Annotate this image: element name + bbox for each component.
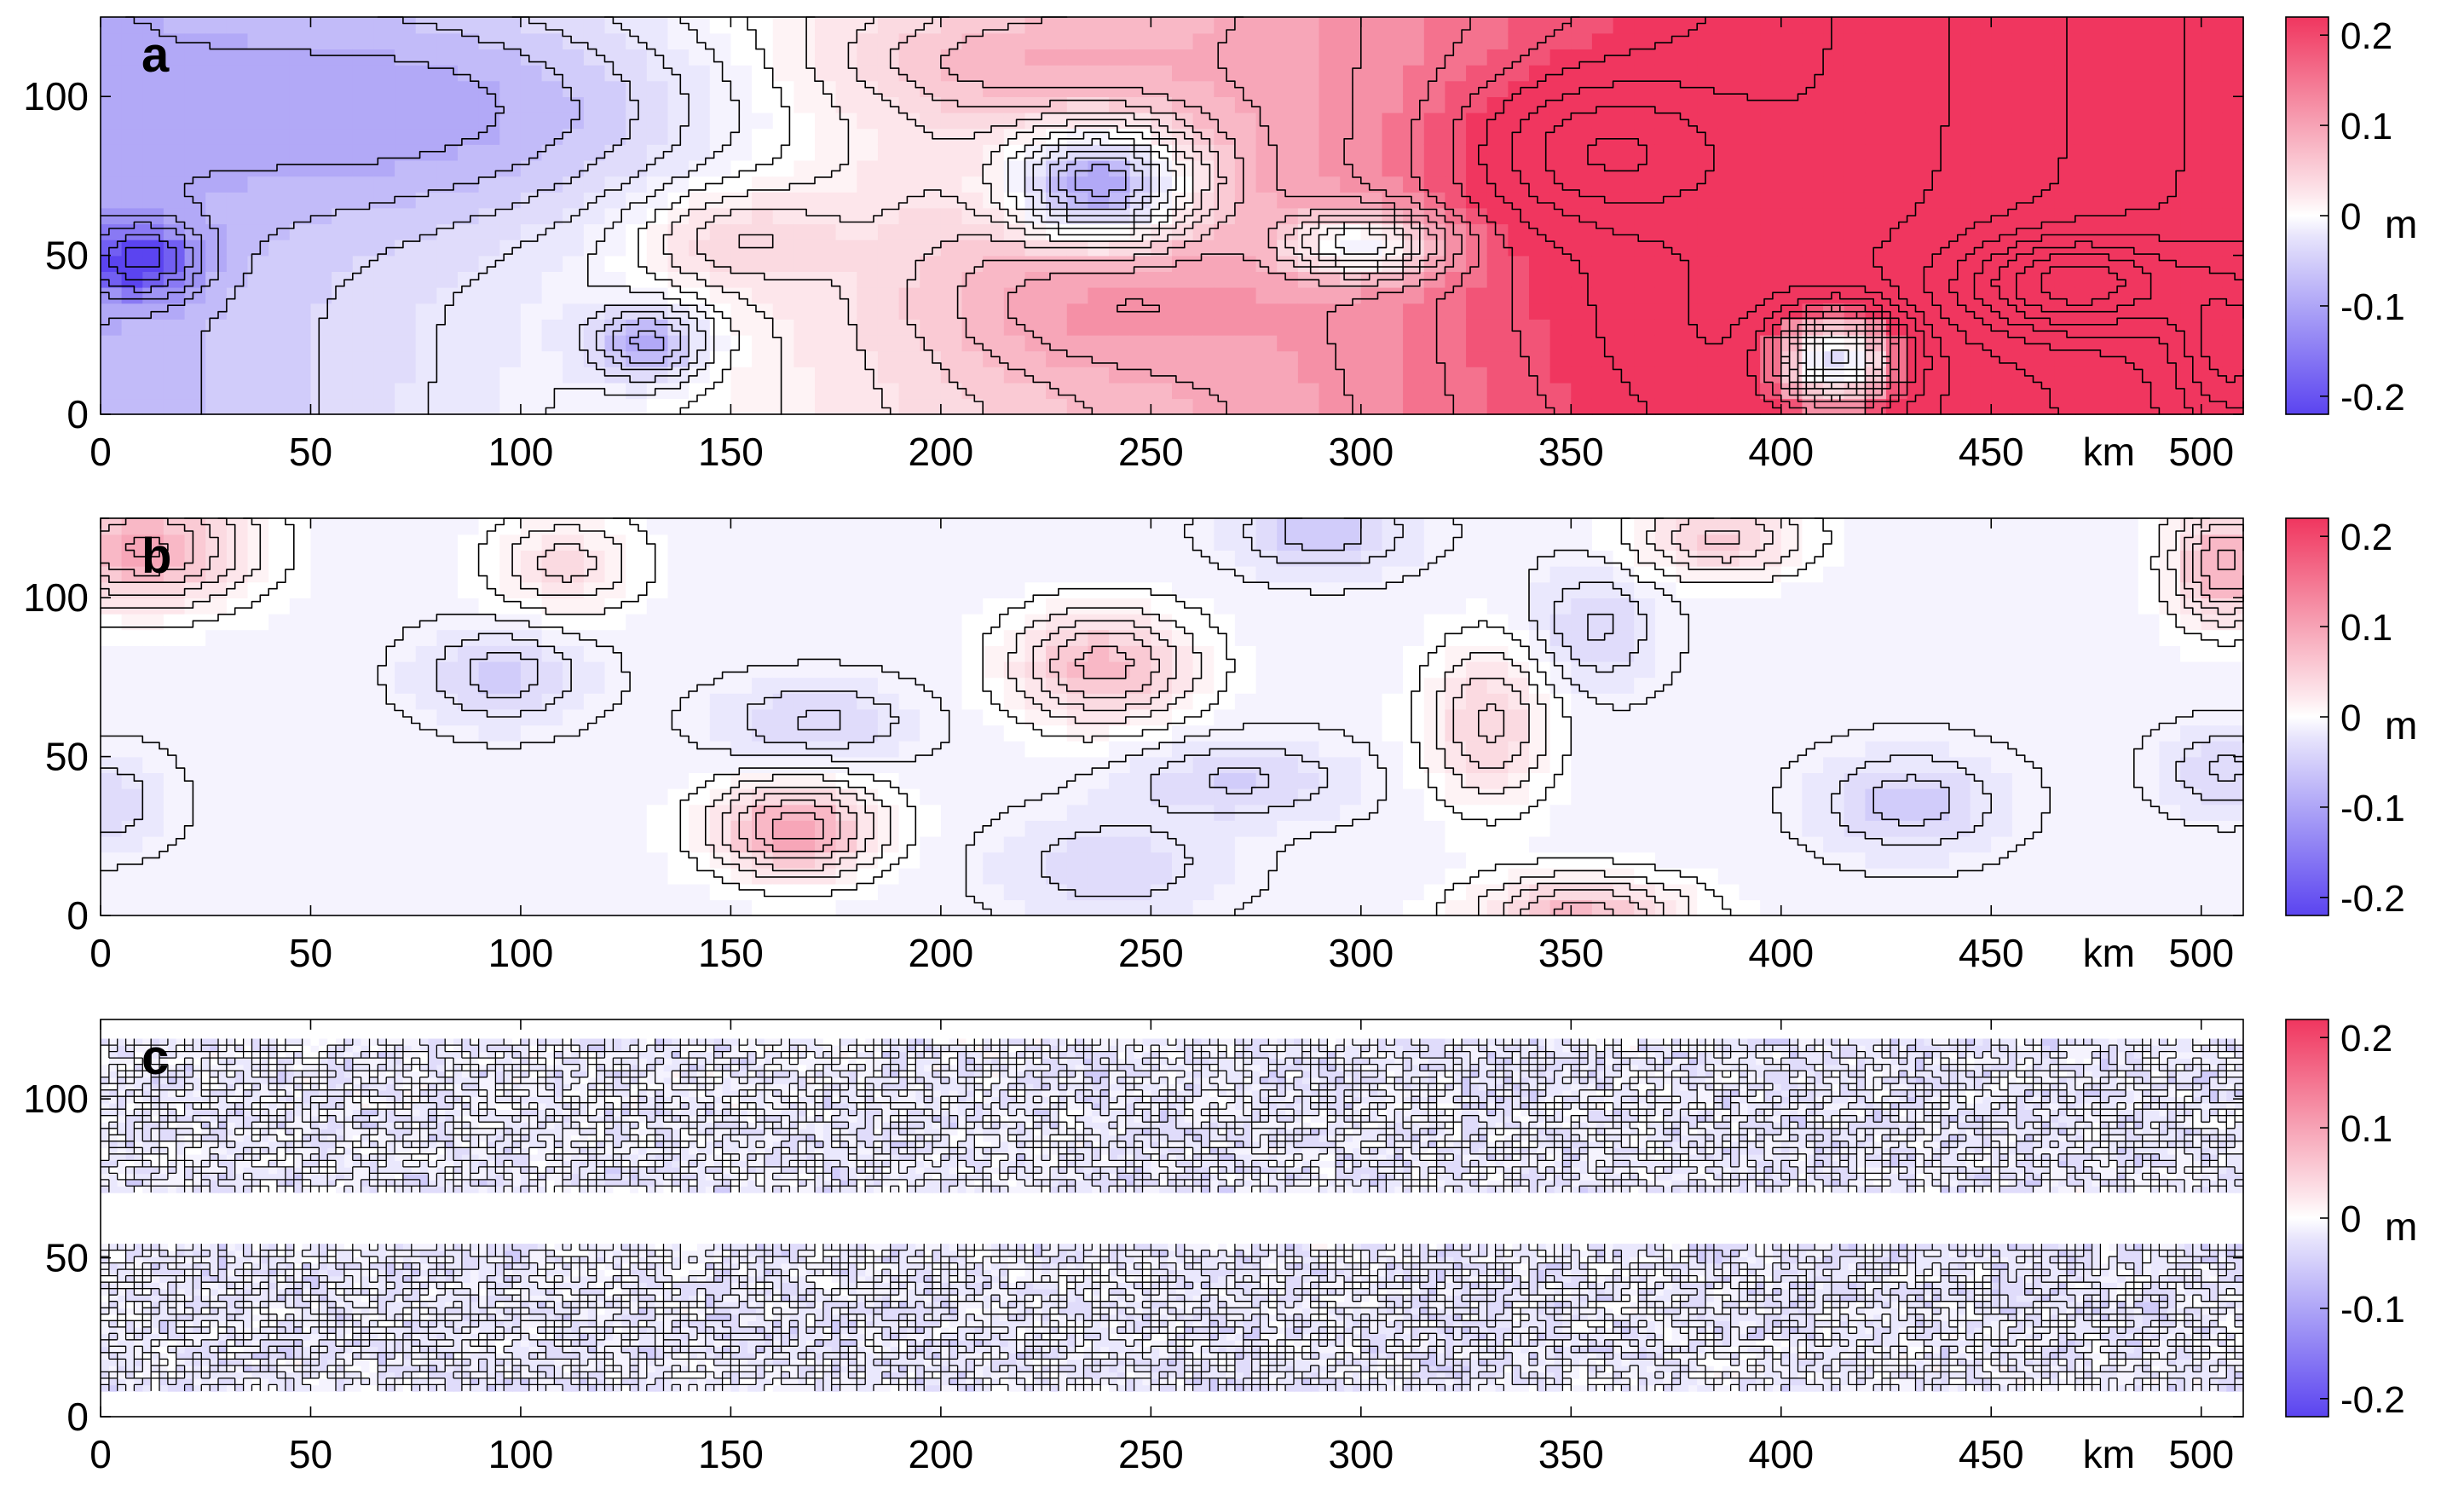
panel-label-b: b xyxy=(141,528,171,584)
x-tick-label: 250 xyxy=(1118,430,1184,474)
x-tick-label: 400 xyxy=(1748,931,1814,975)
colorbar-tick-label: -0.1 xyxy=(2340,788,2405,829)
x-tick-label: 450 xyxy=(1959,1432,2024,1476)
x-tick-label: 0 xyxy=(89,1432,112,1476)
x-tick-label: 450 xyxy=(1959,430,2024,474)
colorbar-tick-label: 0 xyxy=(2340,1198,2361,1240)
colorbar-tick-label: 0.1 xyxy=(2340,1108,2392,1150)
colorbar-tick-label: 0.2 xyxy=(2340,1018,2392,1060)
colorbar-b: 0.2 0.1 0 -0.1 -0.2 m xyxy=(2285,517,2417,920)
contour-lines-b xyxy=(100,517,2244,916)
x-tick-label: 250 xyxy=(1118,931,1184,975)
y-tick-label: 0 xyxy=(66,893,89,938)
colorbar-tick-label: -0.2 xyxy=(2340,377,2405,419)
x-tick-label: 400 xyxy=(1748,1432,1814,1476)
x-axis-unit-label: km xyxy=(2083,430,2135,474)
x-tick-label: 0 xyxy=(89,931,112,975)
y-tick-label: 50 xyxy=(45,735,89,779)
colorbar-tick-label: -0.2 xyxy=(2340,878,2405,920)
colorbar-unit-label: m xyxy=(2385,703,2417,748)
y-tick-label: 0 xyxy=(66,392,89,436)
contour-field-c xyxy=(101,1038,2244,1392)
y-tick-label: 100 xyxy=(23,74,89,118)
colorbar-tick-label: 0.1 xyxy=(2340,106,2392,147)
colorbar-tick-label: -0.1 xyxy=(2340,1289,2405,1331)
colorbar-tick-label: 0 xyxy=(2340,697,2361,739)
contour-lines-c xyxy=(101,1038,2243,1391)
panel-a: a 0 50 100 150 200 250 300 350 400 450 500 km 0 50 100 0… xyxy=(23,15,2417,474)
colorbar-tick-label: 0.2 xyxy=(2340,15,2392,57)
x-tick-label: 350 xyxy=(1538,430,1604,474)
colorbar-c: 0.2 0.1 0 -0.1 -0.2 m xyxy=(2285,1018,2417,1421)
x-tick-label: 200 xyxy=(909,931,974,975)
x-tick-label: 200 xyxy=(909,430,974,474)
x-tick-label: 400 xyxy=(1748,430,1814,474)
colorbar-unit-label: m xyxy=(2385,202,2417,246)
x-tick-label: 0 xyxy=(89,430,112,474)
axes-frame-c xyxy=(100,1019,2244,1418)
colorbar-unit-label: m xyxy=(2385,1204,2417,1249)
panel-label-c: c xyxy=(141,1030,169,1085)
x-tick-label: 50 xyxy=(289,931,332,975)
x-tick-label: 50 xyxy=(289,1432,332,1476)
y-tick-label: 50 xyxy=(45,1236,89,1280)
panel-b: b 0 50 100 150 200 250 300 350 400 450 500 km 0 50 100 0… xyxy=(23,517,2417,975)
x-tick-label: 200 xyxy=(909,1432,974,1476)
colorbar-tick-label: -0.2 xyxy=(2340,1379,2405,1421)
x-tick-label: 500 xyxy=(2168,931,2234,975)
y-tick-label: 50 xyxy=(45,234,89,278)
x-tick-label: 500 xyxy=(2168,1432,2234,1476)
x-tick-label: 350 xyxy=(1538,1432,1604,1476)
x-tick-label: 300 xyxy=(1328,1432,1394,1476)
x-tick-label: 100 xyxy=(488,430,554,474)
x-tick-label: 150 xyxy=(698,430,764,474)
panel-label-a: a xyxy=(141,27,170,83)
x-tick-label: 100 xyxy=(488,931,554,975)
colorbar-tick-label: 0.1 xyxy=(2340,607,2392,649)
y-tick-label: 100 xyxy=(23,1077,89,1121)
contour-lines-a xyxy=(100,16,2244,415)
colorbar-tick-label: -0.1 xyxy=(2340,286,2405,328)
y-tick-label: 100 xyxy=(23,575,89,620)
x-tick-label: 250 xyxy=(1118,1432,1184,1476)
x-tick-label: 300 xyxy=(1328,430,1394,474)
x-tick-label: 500 xyxy=(2168,430,2234,474)
colorbar-a: 0.2 0.1 0 -0.1 -0.2 m xyxy=(2285,15,2417,419)
axes-frame-b xyxy=(100,517,2244,916)
contour-field-b xyxy=(101,518,2244,916)
x-tick-label: 300 xyxy=(1328,931,1394,975)
colorbar-tick-label: 0.2 xyxy=(2340,517,2392,558)
x-tick-label: 450 xyxy=(1959,931,2024,975)
x-tick-label: 350 xyxy=(1538,931,1604,975)
colorbar-tick-label: 0 xyxy=(2340,196,2361,238)
x-tick-label: 100 xyxy=(488,1432,554,1476)
y-tick-label: 0 xyxy=(66,1395,89,1439)
x-tick-label: 150 xyxy=(698,1432,764,1476)
x-axis-unit-label: km xyxy=(2083,931,2135,975)
x-axis-unit-label: km xyxy=(2083,1432,2135,1476)
panel-c: c 0 50 100 150 200 250 300 350 400 450 500 km 0 50 100 0… xyxy=(23,1018,2417,1476)
x-tick-label: 50 xyxy=(289,430,332,474)
axes-frame-a xyxy=(100,16,2244,415)
x-tick-label: 150 xyxy=(698,931,764,975)
